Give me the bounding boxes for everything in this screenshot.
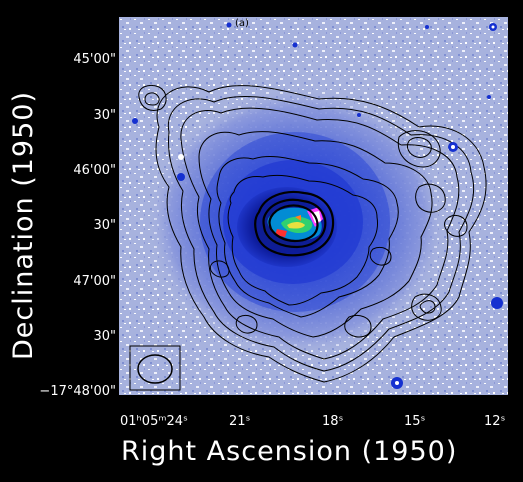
y-tick-2: 30" [93,108,116,123]
field-stars [132,22,503,389]
x-tick-5: 12ˢ [484,414,506,429]
x-tick-4: 15ˢ [404,414,426,429]
x-tick-2: 21ˢ [229,414,251,429]
core-contours [254,190,335,257]
x-axis-label: Right Ascension (1950) [121,436,458,467]
x-tick-3: 18ˢ [322,414,344,429]
y-tick-6: 30" [93,329,116,344]
beam-box [129,345,181,391]
y-tick-3: 46'00" [73,163,116,178]
y-tick-5: 47'00" [73,274,116,289]
y-tick-4: 30" [93,218,116,233]
panel-label: (a) [235,18,249,29]
astronomical-image: (a) [119,17,508,395]
y-tick-7: −17°48'00" [39,384,116,399]
x-tick-1: 01ʰ05ᵐ24ˢ [120,414,188,429]
radio-contours [138,84,487,383]
image-panel: (a) [119,17,508,395]
y-tick-1: 45'00" [73,52,116,67]
y-axis-label: Declination (1950) [8,91,39,360]
